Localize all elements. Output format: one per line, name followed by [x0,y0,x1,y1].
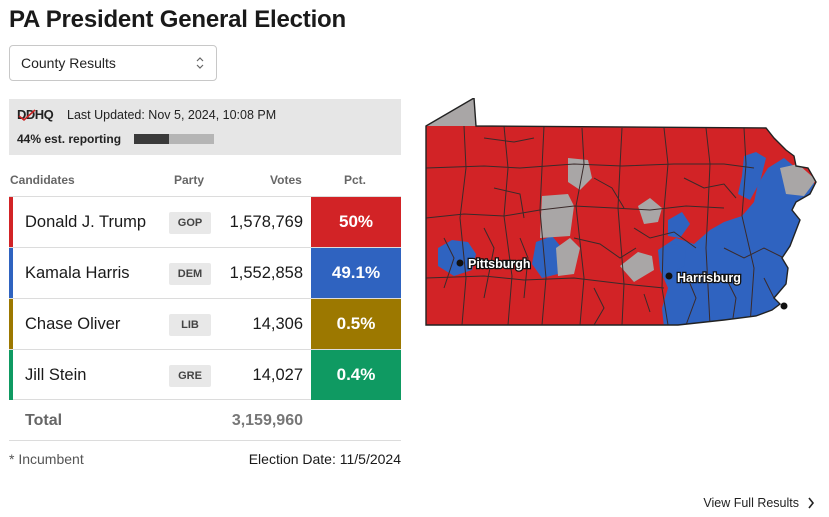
city-label-harrisburg: Harrisburg [677,271,741,285]
divider [9,440,401,441]
party-color-stripe [9,299,13,349]
logo-check-icon [18,109,36,122]
candidate-name: Kamala Harris [25,264,130,282]
harrisburg-marker [665,272,673,280]
total-votes: 3,159,960 [231,412,303,429]
chevron-right-icon [808,497,815,509]
vote-count: 14,027 [252,366,303,384]
table-row: Donald J. Trump GOP 1,578,769 50% [9,196,401,247]
vote-percent: 50% [311,197,401,247]
ddhq-logo: DDHQ [17,107,54,122]
reporting-label: 44% est. reporting [17,132,122,146]
vote-percent: 0.5% [311,299,401,349]
candidate-name: Donald J. Trump [25,213,147,231]
pittsburgh-marker [456,259,464,267]
vote-percent: 0.4% [311,350,401,400]
view-full-results-label: View Full Results [703,496,799,510]
county-map[interactable]: Pittsburgh Harrisburg [424,98,819,328]
party-badge: GRE [169,365,211,387]
view-full-results-link[interactable]: View Full Results [703,496,815,510]
table-row: Chase Oliver LIB 14,306 0.5% [9,298,401,349]
header-votes: Votes [270,173,302,187]
party-color-stripe [9,248,13,298]
party-badge: LIB [169,314,211,336]
party-color-stripe [9,197,13,247]
last-updated: Last Updated: Nov 5, 2024, 10:08 PM [67,108,277,122]
party-badge: GOP [169,212,211,234]
vote-count: 14,306 [252,315,303,333]
header-pct: Pct. [344,173,367,187]
chevron-up-down-icon [196,57,204,69]
election-date: Election Date: 11/5/2024 [248,451,401,467]
party-badge: DEM [169,263,211,285]
incumbent-note: * Incumbent [9,451,84,467]
table-row: Kamala Harris DEM 1,552,858 49.1% [9,247,401,298]
results-type-select[interactable]: County Results [9,45,217,81]
results-table: Donald J. Trump GOP 1,578,769 50% Kamala… [9,196,401,400]
reporting-progress-fill [134,134,170,144]
reporting-progress-bar [134,134,214,144]
vote-count: 1,552,858 [229,264,303,282]
party-color-stripe [9,350,13,400]
total-label: Total [25,412,63,429]
city-label-pittsburgh: Pittsburgh [468,257,531,271]
reporting-status-panel: DDHQ Last Updated: Nov 5, 2024, 10:08 PM… [9,99,401,155]
table-row: Jill Stein GRE 14,027 0.4% [9,349,401,400]
philadelphia-marker [780,302,788,310]
page-title: PA President General Election [9,6,346,33]
header-candidates: Candidates [10,173,75,187]
state-outline [425,98,817,326]
candidate-name: Jill Stein [25,366,87,384]
candidate-name: Chase Oliver [25,315,121,333]
header-party: Party [174,173,205,187]
vote-percent: 49.1% [311,248,401,298]
vote-count: 1,578,769 [229,213,303,231]
select-value: County Results [21,55,116,71]
